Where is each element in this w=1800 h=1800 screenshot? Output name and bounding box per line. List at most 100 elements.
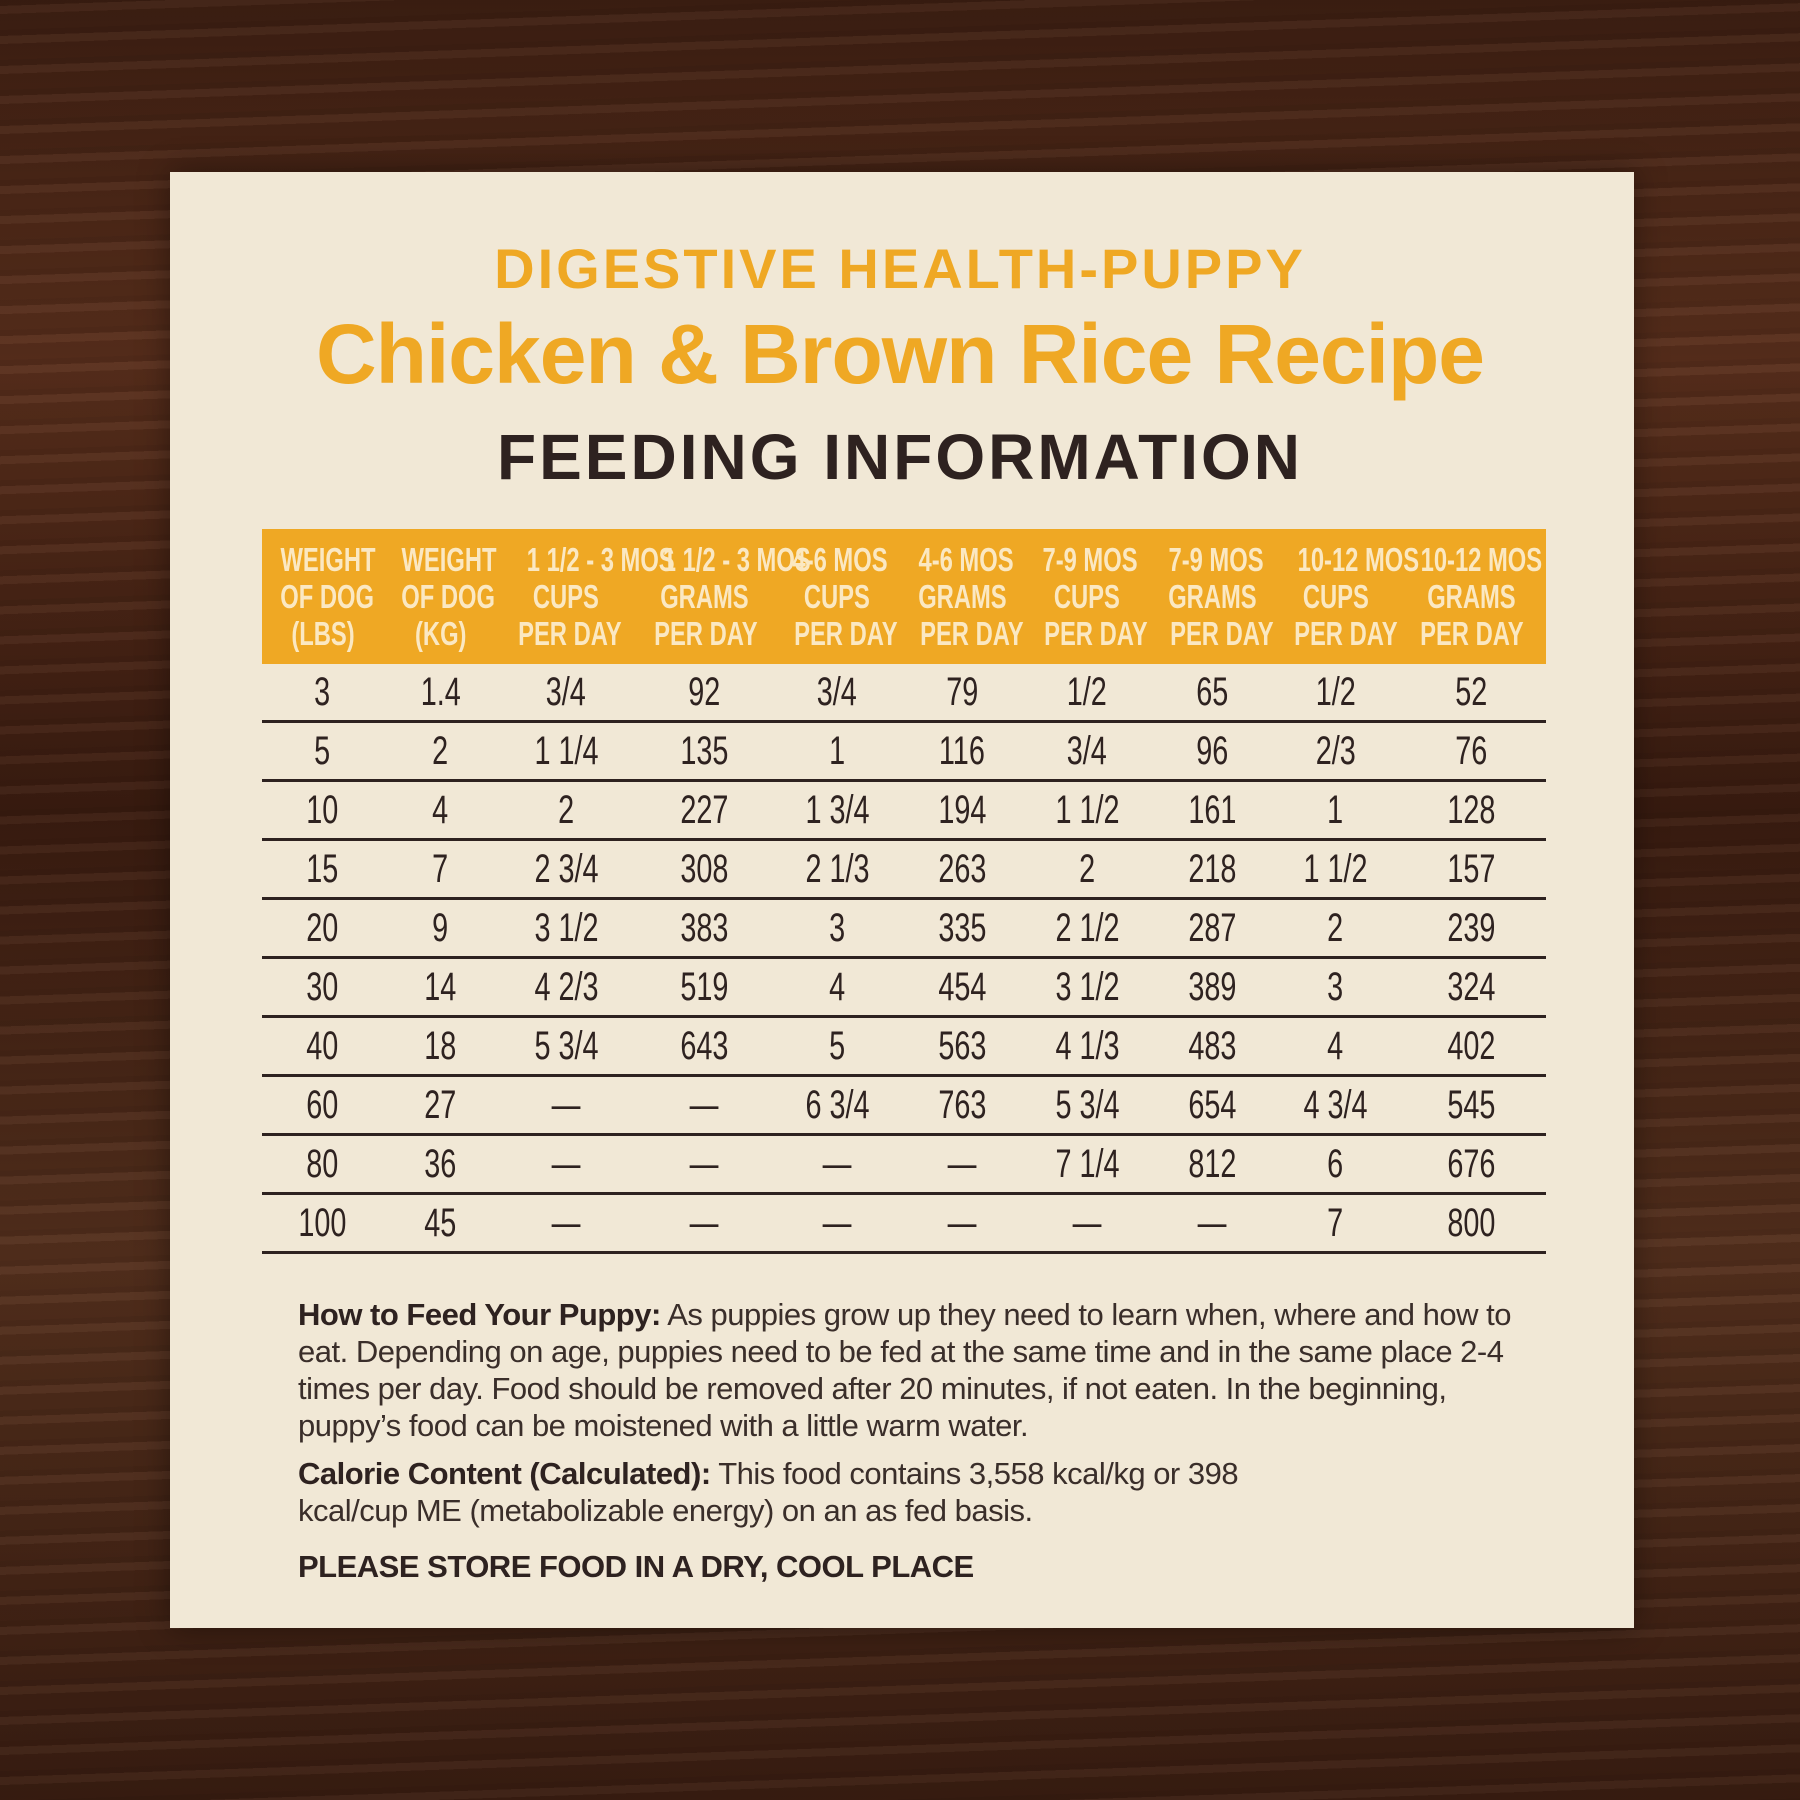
storage-note: PLEASE STORE FOOD IN A DRY, COOL PLACE [298,1549,974,1584]
table-cell: 5 [262,721,383,782]
table-cell: 1 [1274,780,1397,841]
table-cell: 2 [1274,898,1397,959]
table-cell: 545 [1397,1075,1546,1136]
cell-value: 79 [945,669,979,714]
table-cell: — [1150,1193,1274,1254]
cell-value: 10 [306,787,339,832]
header-line: PER DAY [654,615,758,652]
cell-value: 157 [1447,846,1496,891]
table-cell: — [498,1193,634,1254]
header-line: 4-6 MOS [792,541,888,578]
table-cell: 3/4 [498,664,634,723]
header-line: GRAMS [1427,578,1516,615]
cell-value: 128 [1447,787,1496,832]
cell-value: 52 [1455,669,1488,714]
table-cell: 335 [900,898,1024,959]
section-title: FEEDING INFORMATION [497,421,1303,493]
column-header: 4-6 MOS GRAMS PER DAY [900,529,1024,664]
table-cell: 9 [383,898,498,959]
cell-value: 454 [937,964,987,1009]
table-cell: 4 1/3 [1024,1016,1150,1077]
cell-value: 116 [939,728,985,773]
table-cell: 763 [900,1075,1024,1136]
header-line: 10-12 MOS [1420,541,1543,578]
table-cell: 3 [262,664,383,723]
cell-value: — [689,1141,719,1186]
table-cell: 96 [1150,721,1274,782]
cell-value: — [822,1200,852,1245]
cell-value: 3/4 [1066,728,1108,773]
table-cell: 157 [1397,839,1546,900]
cell-value: 2 [1327,905,1344,950]
header-line: PER DAY [1044,615,1148,652]
table-cell: — [634,1134,774,1195]
cell-value: 5 [314,728,331,773]
table-cell: 519 [634,957,774,1018]
cell-value: 1 3/4 [804,787,870,832]
column-header: 7-9 MOS GRAMS PER DAY [1150,529,1274,664]
cell-value: 654 [1187,1082,1237,1127]
table-cell: 3 [1274,957,1397,1018]
cell-value: 45 [424,1200,457,1245]
header-line: CUPS [532,578,600,615]
cell-value: 812 [1187,1141,1237,1186]
cell-value: 15 [306,846,339,891]
table-cell: 52 [1397,664,1546,723]
table-cell: 7 1/4 [1024,1134,1150,1195]
table-cell: 308 [634,839,774,900]
table-cell: 92 [634,664,774,723]
table-cell: 1 1/2 [1024,780,1150,841]
header-line: (KG) [414,615,467,652]
column-header: 1 1/2 - 3 MOS CUPS PER DAY [498,529,675,664]
cell-value: 7 [1327,1200,1344,1245]
table-cell: 2 1/3 [774,839,900,900]
table-cell: 116 [900,721,1024,782]
header-line: CUPS [803,578,871,615]
cell-value: 335 [937,905,987,950]
table-cell: 563 [900,1016,1024,1077]
cell-value: 30 [306,964,339,1009]
cell-value: 20 [306,905,339,950]
header-line: 10-12 MOS [1297,541,1420,578]
cell-value: 3 [314,669,331,714]
table-cell: 2 1/2 [1024,898,1150,959]
header-line: CUPS [1302,578,1369,615]
table-cell: 128 [1397,780,1546,841]
cell-value: 2 [1078,846,1096,891]
table-cell: 812 [1150,1134,1274,1195]
cell-value: — [1072,1200,1102,1245]
table-cell: 10 [262,780,383,841]
table-cell: 5 3/4 [498,1016,634,1077]
table-cell: 676 [1397,1134,1546,1195]
table-cell: 483 [1150,1016,1274,1077]
cell-value: 227 [679,787,729,832]
cell-value: 1 1/4 [533,728,599,773]
table-cell: 389 [1150,957,1274,1018]
table-cell: 3/4 [1024,721,1150,782]
table-cell: 287 [1150,898,1274,959]
cell-value: 7 [432,846,449,891]
table-cell: 5 3/4 [1024,1075,1150,1136]
cell-value: 4 1/3 [1054,1023,1120,1068]
column-header: 4-6 MOS CUPS PER DAY [774,529,900,664]
cell-value: 218 [1187,846,1237,891]
header-line: CUPS [1053,578,1121,615]
cell-value: — [947,1200,977,1245]
table-cell: 3 [774,898,900,959]
cell-value: 65 [1195,669,1229,714]
table-cell: 135 [634,721,774,782]
table-cell: 4 [383,780,498,841]
header-line: GRAMS [1167,578,1257,615]
table-cell: 79 [900,664,1024,723]
cell-value: 161 [1187,787,1237,832]
table-cell: 1/2 [1274,664,1397,723]
cell-value: 1 1/2 [1303,846,1368,891]
table-cell: 4 3/4 [1274,1075,1397,1136]
table-cell: — [774,1134,900,1195]
table-cell: 2 [1024,839,1150,900]
column-header: 10-12 MOS CUPS PER DAY [1274,529,1419,664]
cell-value: 1 [828,728,846,773]
table-cell: 2 [383,721,498,782]
cell-value: 5 [828,1023,846,1068]
header-line: OF DOG [401,578,495,615]
